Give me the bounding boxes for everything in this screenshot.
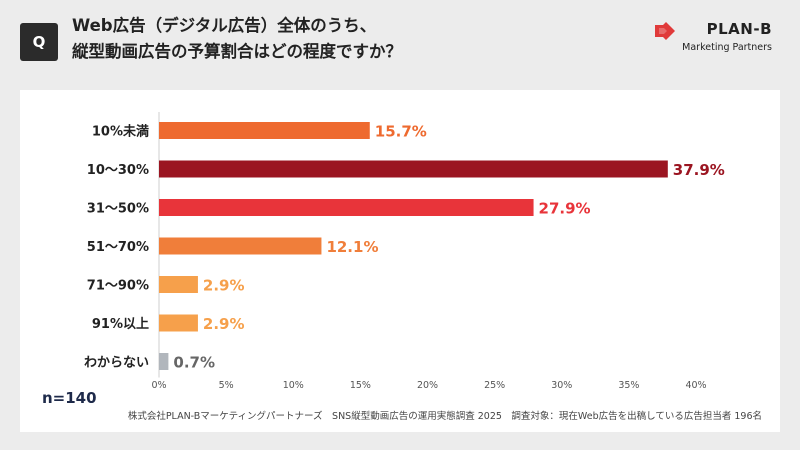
bar xyxy=(159,237,322,255)
value-label: 2.9% xyxy=(203,315,245,333)
title-line-1: Web広告（デジタル広告）全体のうち、 xyxy=(72,16,377,35)
category-label: わからない xyxy=(84,356,149,371)
title-line-2: 縦型動画広告の予算割合はどの程度ですか？ xyxy=(72,42,402,61)
logo-tagline: Marketing Partners xyxy=(682,42,772,53)
bar xyxy=(159,353,169,370)
bar xyxy=(159,276,198,293)
category-label: 71〜90% xyxy=(87,279,149,294)
bar-chart: 10%未満 15.7% 10〜30% 37.9% 31〜50% 27.9% 51〜70% 12… xyxy=(84,112,725,391)
category-label: 10%未満 xyxy=(92,124,149,140)
page-title: Web広告（デジタル広告）全体のうち、 縦型動画広告の予算割合はどの程度ですか？ xyxy=(72,13,612,65)
x-tick-label: 15% xyxy=(350,380,371,391)
x-tick-label: 5% xyxy=(219,380,234,391)
category-label: 51〜70% xyxy=(87,240,149,255)
category-label: 31〜50% xyxy=(87,202,149,217)
x-tick-label: 25% xyxy=(484,380,505,391)
sample-size: n=140 xyxy=(42,389,97,407)
x-tick-label: 40% xyxy=(685,380,706,391)
header: Q Web広告（デジタル広告）全体のうち、 縦型動画広告の予算割合はどの程度です… xyxy=(0,0,800,80)
logo-name: PLAN-B xyxy=(706,20,772,38)
x-tick-label: 10% xyxy=(283,380,304,391)
value-label: 15.7% xyxy=(375,123,427,141)
value-label: 27.9% xyxy=(539,200,591,218)
x-tick-label: 0% xyxy=(151,380,166,391)
x-tick-label: 30% xyxy=(551,380,572,391)
value-label: 37.9% xyxy=(673,161,725,179)
source-note: 株式会社PLAN-Bマーケティングパートナーズ SNS縦型動画広告の運用実態調査… xyxy=(127,411,762,422)
bar xyxy=(159,314,198,332)
value-label: 0.7% xyxy=(173,354,215,372)
logo: PLAN-B Marketing Partners xyxy=(622,18,772,62)
category-label: 91%以上 xyxy=(92,317,149,332)
bar xyxy=(159,199,534,216)
value-label: 12.1% xyxy=(326,238,378,256)
x-tick-label: 35% xyxy=(618,380,639,391)
question-badge: Q xyxy=(20,23,58,61)
x-tick-label: 20% xyxy=(417,380,438,391)
plan-b-logo-mark-icon xyxy=(655,22,675,40)
category-label: 10〜30% xyxy=(87,163,149,178)
bar xyxy=(159,160,668,178)
bar xyxy=(159,122,370,139)
value-label: 2.9% xyxy=(203,277,245,295)
chart-panel: 10%未満 15.7% 10〜30% 37.9% 31〜50% 27.9% 51〜70% 12… xyxy=(20,90,780,432)
